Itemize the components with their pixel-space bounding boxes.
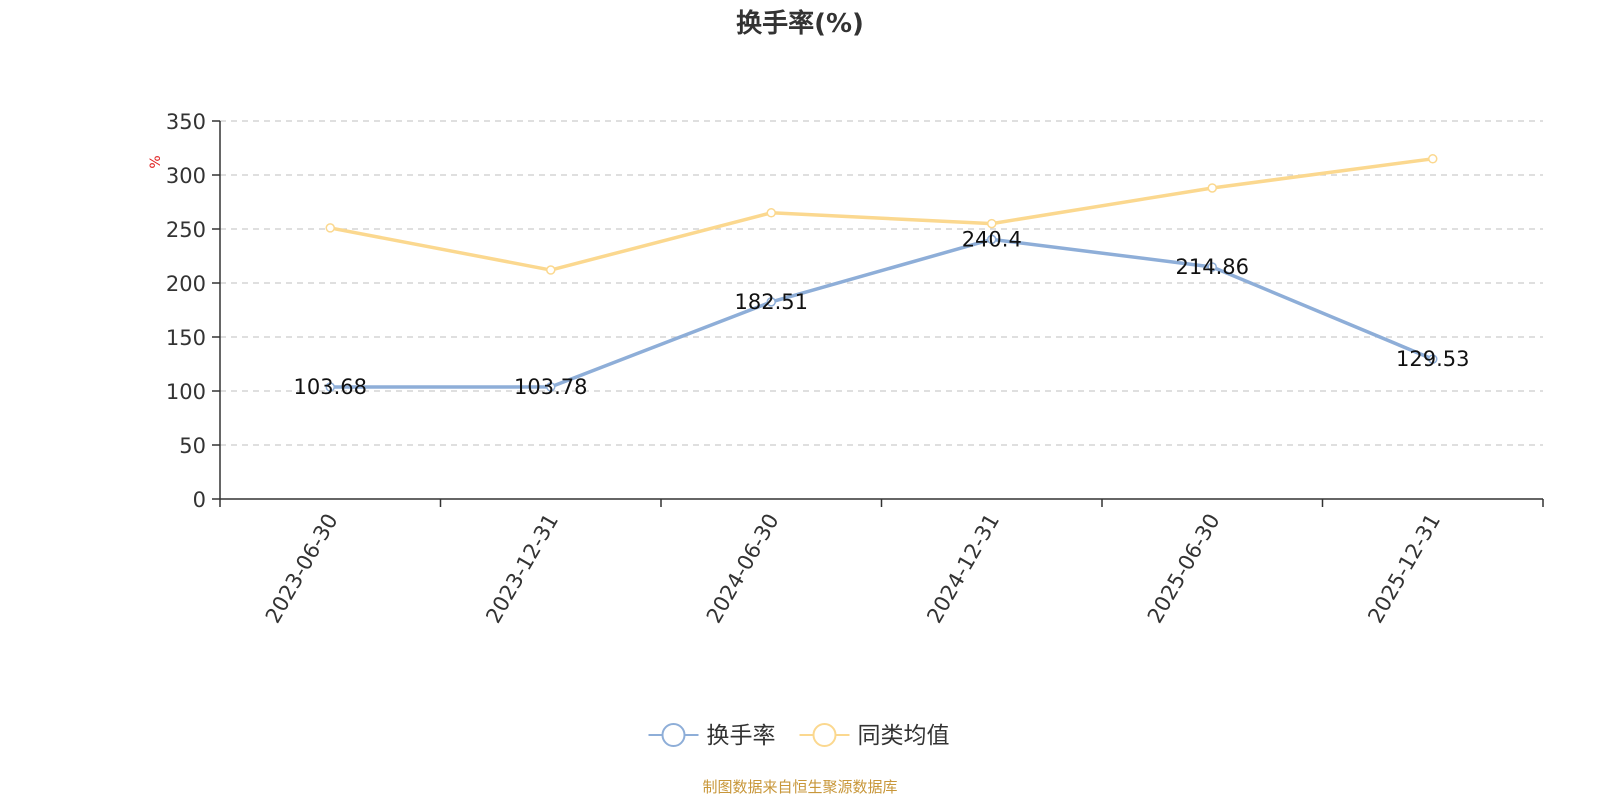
- axes: 0 50 100 150 200 250 300 350 2023-06-30 2023-12-3…: [166, 110, 1544, 628]
- data-point: [987, 234, 997, 245]
- data-point: [1207, 183, 1217, 193]
- x-tick-label: 2024-06-30: [702, 510, 784, 628]
- data-point: [546, 265, 556, 275]
- series-lines: [325, 154, 1438, 392]
- y-tick-label: 50: [179, 434, 206, 458]
- y-tick-label: 350: [166, 110, 206, 134]
- x-tick-label: 2025-06-30: [1143, 510, 1225, 628]
- data-point: [325, 382, 335, 392]
- data-label: 182.51: [735, 290, 808, 314]
- legend-marker-icon: [661, 723, 686, 747]
- source-note: 制图数据来自恒生聚源数据库: [702, 778, 898, 796]
- data-labels: 103.68 103.78 182.51 240.4 214.86 129.53: [294, 227, 1470, 399]
- y-tick-label: 0: [193, 488, 206, 512]
- data-point: [325, 223, 335, 233]
- y-tick-label: 150: [166, 326, 206, 350]
- legend-item-peer-average[interactable]: 同类均值: [799, 723, 950, 749]
- legend-label: 换手率: [707, 723, 776, 749]
- legend-marker-icon: [812, 723, 837, 747]
- chart-title: 换手率(%): [736, 8, 864, 39]
- legend-label: 同类均值: [858, 723, 950, 749]
- y-tick-label: 300: [166, 164, 206, 188]
- data-label: 240.4: [962, 227, 1022, 251]
- x-tick-label: 2025-12-31: [1363, 510, 1445, 628]
- y-tick-label: 100: [166, 380, 206, 404]
- data-label: 214.86: [1176, 255, 1249, 279]
- data-label: 103.68: [294, 375, 367, 399]
- series-line-turnover: [328, 237, 1435, 389]
- data-label: 103.78: [514, 375, 587, 399]
- legend[interactable]: 换手率 同类均值: [648, 723, 950, 749]
- grid-lines: [220, 120, 1543, 446]
- series-line-peer-average: [328, 157, 1435, 272]
- data-point: [1428, 354, 1438, 364]
- data-point: [546, 382, 556, 392]
- data-point: [766, 297, 776, 307]
- data-point: [1207, 262, 1217, 272]
- x-tick-label: 2024-12-31: [922, 510, 1004, 628]
- data-point: [766, 208, 776, 218]
- x-tick-label: 2023-12-31: [481, 510, 563, 628]
- data-point: [1428, 154, 1438, 164]
- y-tick-label: 200: [166, 272, 206, 296]
- x-tick-label: 2023-06-30: [261, 510, 343, 628]
- y-tick-label: 250: [166, 218, 206, 242]
- data-point: [987, 218, 997, 229]
- legend-item-turnover[interactable]: 换手率: [648, 723, 776, 749]
- data-label: 129.53: [1396, 347, 1469, 371]
- y-axis-label: %: [148, 155, 164, 168]
